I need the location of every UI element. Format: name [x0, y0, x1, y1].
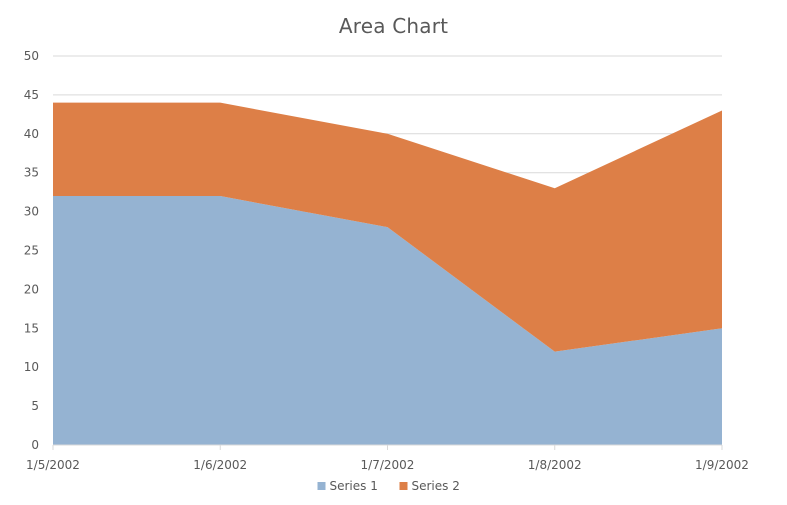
y-tick-label: 50 — [24, 49, 39, 63]
x-tick-label: 1/9/2002 — [695, 458, 749, 472]
y-tick-label: 5 — [31, 399, 39, 413]
axes: 0 5 10 15 20 25 30 35 40 45 50 1/5/2002 1/6/2002 1/7/… — [24, 49, 749, 472]
legend-swatch-series-2 — [399, 482, 408, 490]
y-tick-label: 35 — [24, 166, 39, 180]
legend-swatch-series-1 — [317, 482, 326, 490]
y-tick-label: 0 — [31, 438, 39, 452]
y-tick-label: 30 — [24, 205, 39, 219]
y-tick-label: 20 — [24, 282, 39, 296]
y-tick-label: 25 — [24, 244, 39, 258]
y-tick-label: 40 — [24, 127, 39, 141]
x-tick-label: 1/5/2002 — [26, 458, 80, 472]
y-tick-label: 15 — [24, 321, 39, 335]
legend-label-series-2: Series 2 — [412, 479, 460, 493]
y-tick-label: 10 — [24, 360, 39, 374]
x-tick-label: 1/7/2002 — [361, 458, 415, 472]
chart-title: Area Chart — [338, 14, 449, 38]
legend-label-series-1: Series 1 — [330, 479, 378, 493]
x-tick-label: 1/6/2002 — [193, 458, 247, 472]
plot-areas — [53, 102, 722, 445]
legend: Series 1 Series 2 — [317, 479, 460, 493]
x-tick-label: 1/8/2002 — [528, 458, 582, 472]
area-series-2 — [53, 102, 722, 352]
area-series-1 — [53, 196, 722, 445]
y-tick-label: 45 — [24, 88, 39, 102]
